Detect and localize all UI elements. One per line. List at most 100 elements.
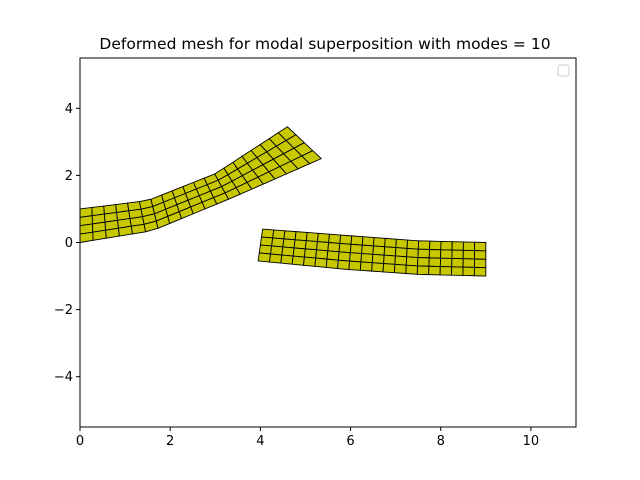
mesh-element <box>394 255 408 266</box>
mesh-element <box>271 237 285 248</box>
mesh-element <box>349 243 363 254</box>
mesh-element <box>294 231 308 242</box>
mesh-element <box>417 240 431 250</box>
mesh-element <box>394 263 407 274</box>
mesh-element <box>327 242 341 253</box>
mesh-element <box>439 266 453 276</box>
mesh-element <box>428 257 442 267</box>
mesh-element <box>257 252 271 263</box>
mesh-element <box>394 247 408 258</box>
mesh-2 <box>257 228 487 277</box>
mesh-element <box>281 246 295 257</box>
mesh-element <box>383 246 397 257</box>
mesh-element <box>462 241 476 252</box>
mesh-element <box>406 239 420 250</box>
mesh-element <box>326 250 340 261</box>
mesh-element <box>301 150 322 165</box>
mesh-element <box>270 245 284 256</box>
mesh-element <box>451 241 464 251</box>
mesh-element <box>304 240 318 251</box>
mesh-element <box>371 262 385 273</box>
mesh-element <box>349 252 363 263</box>
y-tick-label: 2 <box>65 169 73 184</box>
mesh-element <box>280 254 294 265</box>
x-tick-label: 4 <box>256 434 264 449</box>
mesh-element <box>451 257 464 268</box>
x-tick-label: 10 <box>523 434 540 449</box>
plot-area <box>79 126 487 277</box>
mesh-element <box>384 237 397 249</box>
x-axis: 0 2 4 6 8 10 <box>76 427 539 449</box>
mesh-element <box>79 231 94 243</box>
mesh-element <box>291 255 305 266</box>
mesh-element <box>462 258 475 268</box>
mesh-element <box>372 245 386 256</box>
mesh-element <box>282 238 296 249</box>
mesh-1 <box>79 126 322 243</box>
mesh-element <box>383 254 396 265</box>
mesh-element <box>118 225 133 237</box>
mesh-element <box>350 235 364 246</box>
mesh-element <box>451 249 464 260</box>
mesh-element <box>395 238 408 249</box>
x-tick-label: 6 <box>346 434 354 449</box>
y-tick-label: −2 <box>54 303 73 318</box>
mesh-element <box>348 260 362 271</box>
mesh-element <box>406 247 419 259</box>
x-tick-label: 2 <box>166 434 174 449</box>
mesh-element <box>337 259 351 270</box>
mesh-element <box>283 230 297 241</box>
mesh-element <box>474 250 487 260</box>
mesh-element <box>259 236 274 247</box>
mesh-element <box>105 227 120 239</box>
x-tick-label: 0 <box>76 434 84 449</box>
mesh-element <box>451 266 464 276</box>
mesh-element <box>328 233 342 244</box>
mesh-element <box>361 244 374 255</box>
mesh-element <box>92 229 107 241</box>
mesh-element <box>382 263 396 274</box>
mesh-element <box>440 240 453 251</box>
mesh-element <box>416 265 430 276</box>
mesh-element <box>417 248 430 259</box>
mesh-element <box>303 248 318 259</box>
mesh-element <box>360 253 374 264</box>
chart-title: Deformed mesh for modal superposition wi… <box>99 35 550 53</box>
mesh-element <box>439 257 453 268</box>
mesh-element <box>338 242 352 254</box>
mesh-element <box>462 249 476 260</box>
mesh-element <box>293 239 307 250</box>
mesh-element <box>473 258 487 269</box>
mesh-element <box>373 237 386 248</box>
mesh-element <box>339 234 353 245</box>
mesh-element <box>325 258 339 269</box>
mesh-element <box>305 232 319 243</box>
mesh-element <box>292 247 306 258</box>
mesh-element <box>361 236 375 247</box>
mesh-element <box>473 266 487 277</box>
y-axis: −4 −2 0 2 4 <box>54 102 80 385</box>
mesh-element <box>130 223 147 235</box>
mesh-element <box>462 266 475 277</box>
mesh-element <box>272 229 286 240</box>
mesh-element <box>315 249 329 260</box>
mesh-element <box>417 257 430 267</box>
y-tick-label: 0 <box>65 236 73 251</box>
mesh-element <box>337 251 351 262</box>
legend-box[interactable] <box>557 64 570 77</box>
mesh-element <box>429 240 442 251</box>
mesh-element <box>317 232 330 243</box>
mesh-element <box>269 253 283 264</box>
mesh-element <box>474 241 487 252</box>
mesh-element <box>440 249 453 259</box>
mesh-element <box>371 253 385 264</box>
y-tick-label: 4 <box>65 102 73 117</box>
mesh-element <box>258 244 273 255</box>
mesh-element <box>428 249 442 259</box>
mesh-element <box>314 257 328 268</box>
mesh-element <box>405 264 419 275</box>
y-tick-label: −4 <box>54 370 73 385</box>
mesh-element <box>405 256 419 267</box>
mesh-element <box>428 265 441 276</box>
